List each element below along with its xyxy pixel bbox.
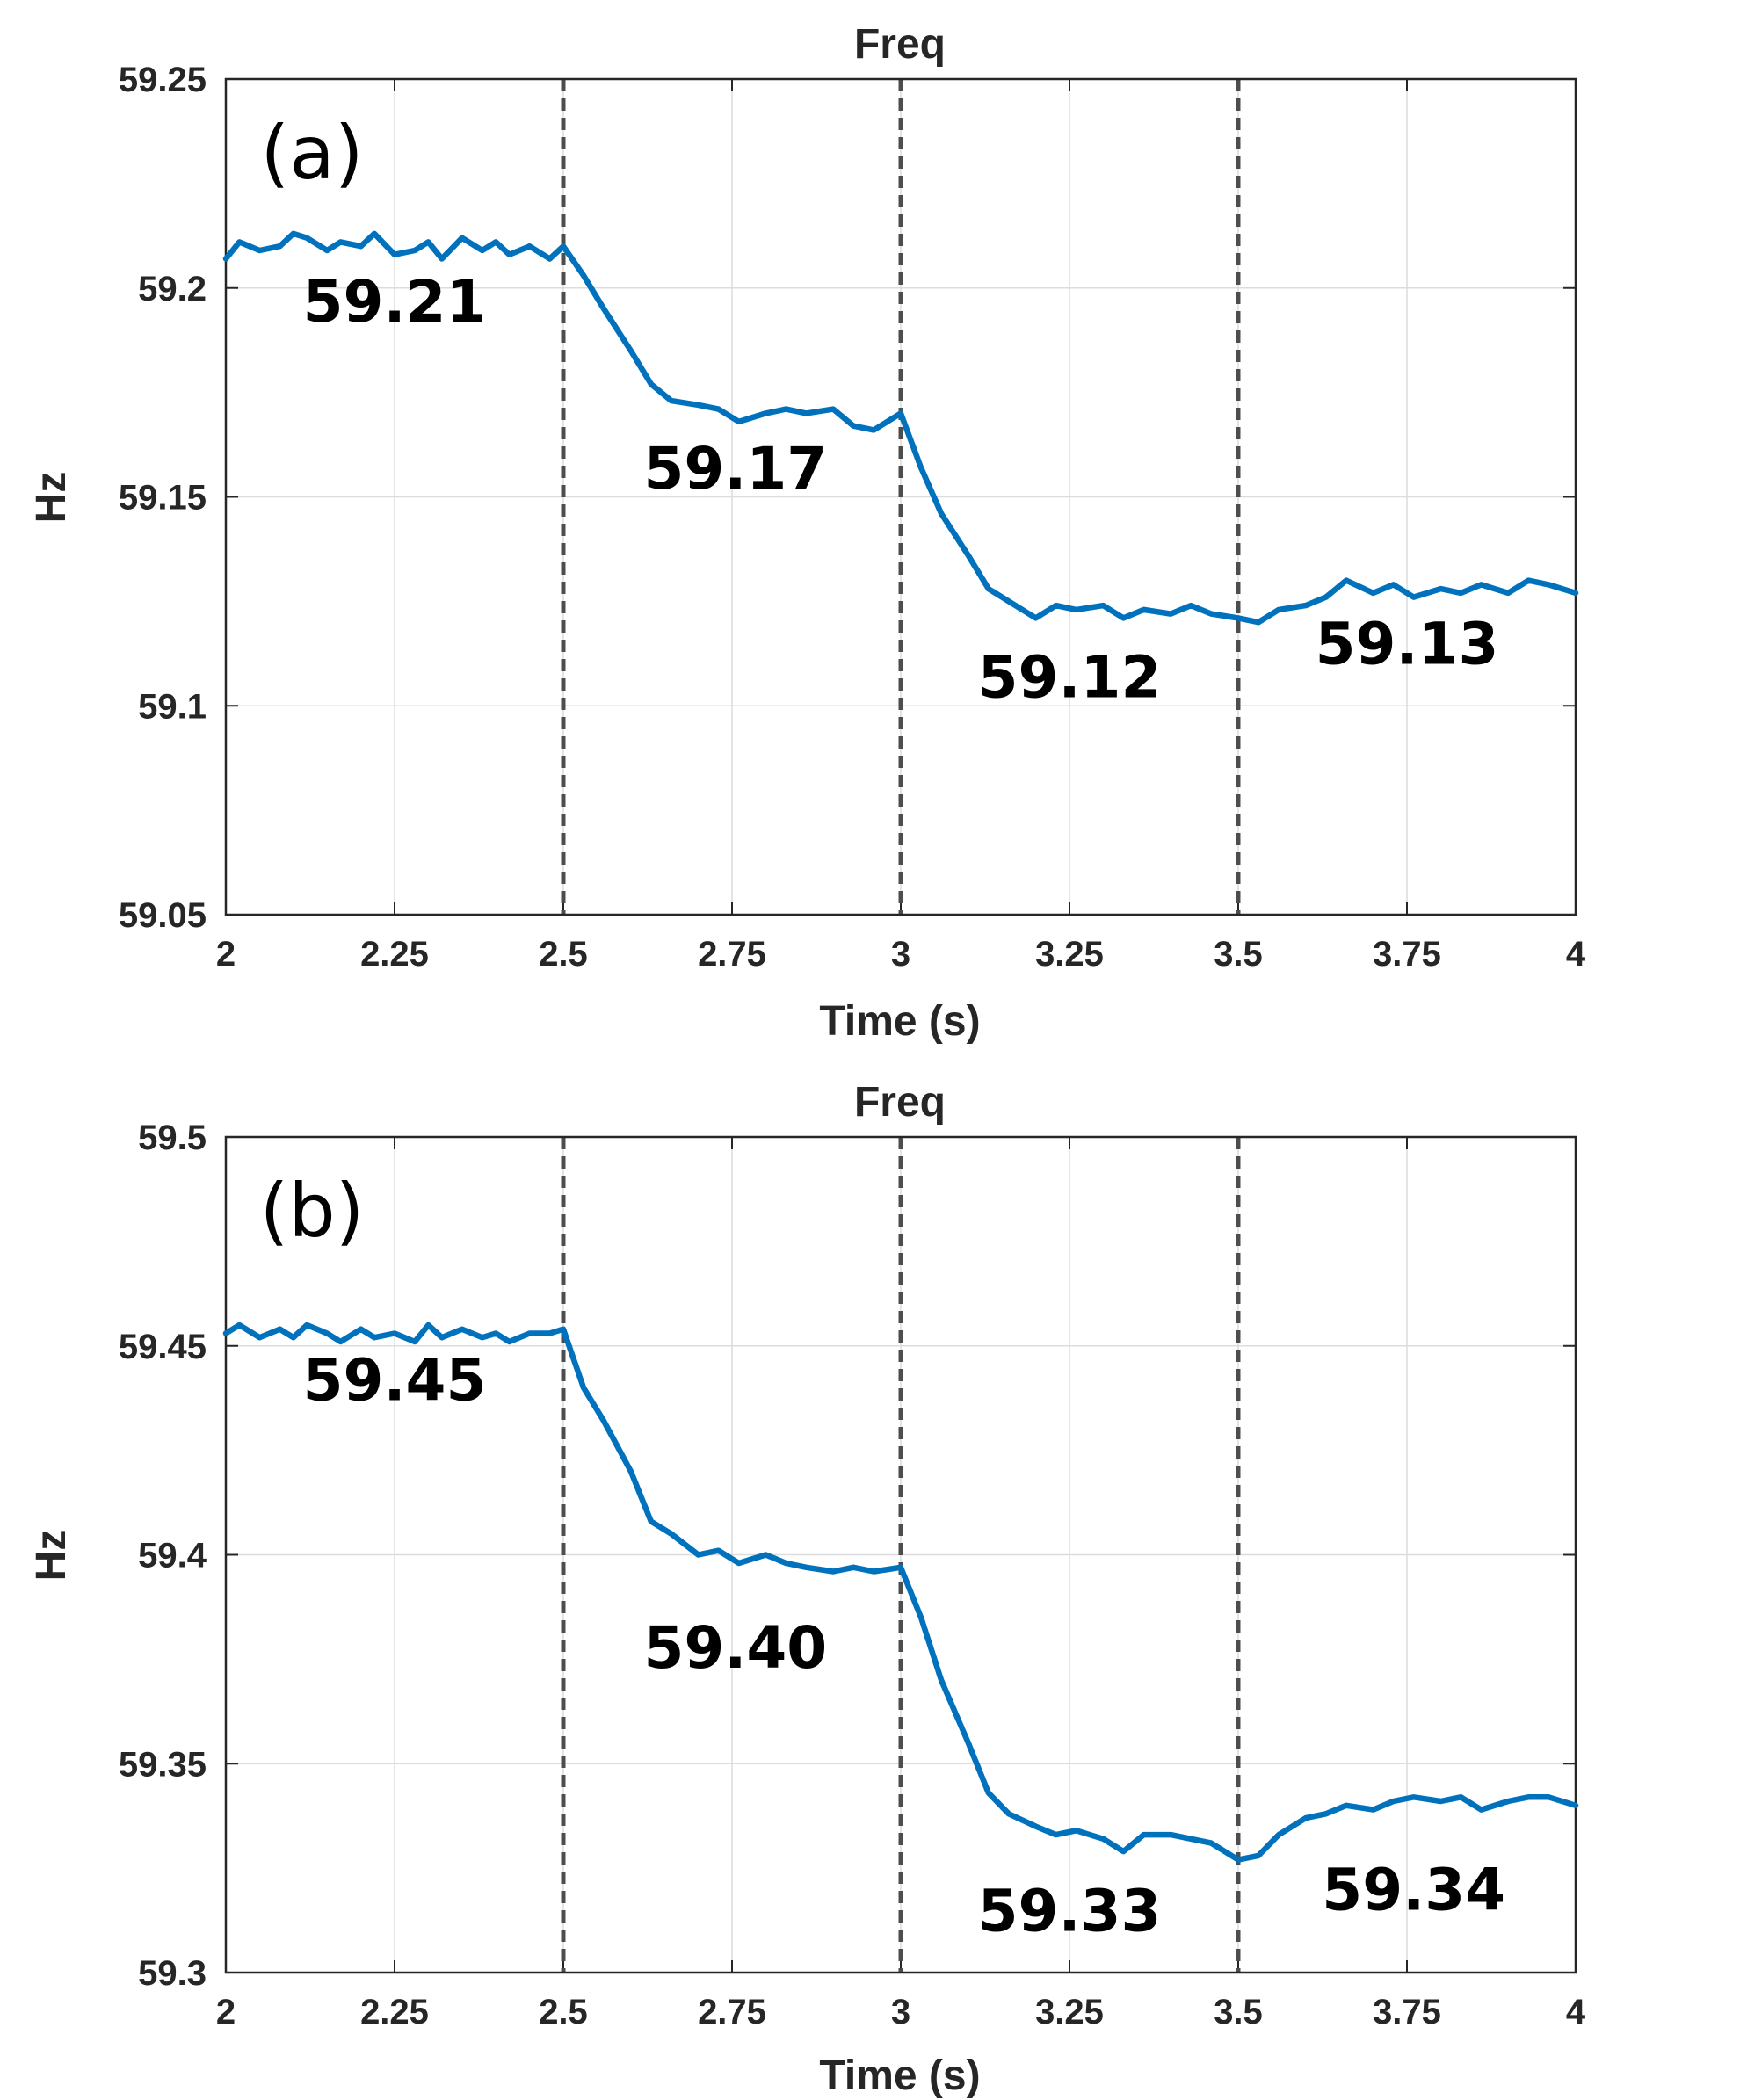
y-tick-label: 59.1 [138,687,207,726]
chart-panel-a: Freq 2 2.25 2.5 2.75 3 3.25 3.5 3.75 4 59.05 59.1… [28,21,1586,1045]
y-tick-label: 59.25 [119,61,207,99]
x-axis-label: Time (s) [819,2053,980,2099]
chart-title: Freq [854,1079,946,1126]
x-tick-label: 2.25 [360,935,429,974]
value-annotation: 59.17 [643,435,827,503]
y-tick-label: 59.3 [138,1954,207,1993]
value-annotation: 59.21 [303,268,487,336]
plot-area-frame [224,1135,1577,1974]
x-tick-label: 4 [1566,935,1586,974]
x-tick-label: 3.25 [1035,1993,1104,2031]
x-tick-label: 3.5 [1214,1993,1263,2031]
vertical-markers [561,79,1241,915]
chart-title: Freq [854,21,946,68]
x-tick-label: 2.75 [698,935,766,974]
y-tick-label: 59.5 [138,1119,207,1157]
y-tick-labels: 59.3 59.35 59.4 59.45 59.5 [119,1119,207,1993]
value-annotation: 59.40 [643,1614,827,1682]
x-tick-label: 2.75 [698,1993,766,2031]
x-tick-label: 2.5 [539,935,588,974]
y-tick-label: 59.15 [119,479,207,518]
chart-panel-b: Freq 2 2.25 2.5 2.75 3 3.25 3.5 3.75 4 59.3 59.35… [28,1079,1586,2099]
value-annotation: 59.34 [1322,1857,1505,1924]
x-tick-label: 3.25 [1035,935,1104,974]
x-tick-label: 3.5 [1214,935,1263,974]
value-annotations: 59.45 59.40 59.33 59.34 [303,1347,1505,1945]
x-tick-label: 2.5 [539,1993,588,2031]
y-tick-labels: 59.05 59.1 59.15 59.2 59.25 [119,61,207,935]
x-axis-label: Time (s) [819,998,980,1045]
x-tick-label: 3 [891,1993,910,2031]
y-tick-label: 59.05 [119,896,207,935]
x-tick-labels: 2 2.25 2.5 2.75 3 3.25 3.5 3.75 4 [216,935,1586,974]
x-tick-label: 4 [1566,1993,1586,2031]
x-tick-label: 3.75 [1373,935,1441,974]
x-tick-label: 3 [891,935,910,974]
x-tick-label: 3.75 [1373,1993,1441,2031]
value-annotation: 59.45 [303,1347,487,1415]
y-tick-label: 59.2 [138,270,207,308]
series-line [222,1322,1579,1863]
panel-label: (a) [260,110,363,196]
series-lines [222,230,1579,626]
x-tick-label: 2 [216,1993,236,2031]
series-line [222,230,1579,626]
y-axis-label: Hz [28,472,75,524]
series-lines [222,1322,1579,1863]
value-annotations: 59.21 59.17 59.12 59.13 [303,268,1499,712]
y-tick-label: 59.35 [119,1745,207,1784]
vertical-markers [561,1137,1241,1973]
y-tick-label: 59.4 [138,1537,207,1575]
x-tick-label: 2 [216,935,236,974]
value-annotation: 59.12 [978,644,1162,712]
value-annotation: 59.13 [1316,611,1499,678]
x-tick-labels: 2 2.25 2.5 2.75 3 3.25 3.5 3.75 4 [216,1993,1586,2031]
panel-label: (b) [260,1168,365,1254]
y-axis-label: Hz [28,1530,75,1582]
value-annotation: 59.33 [978,1877,1162,1944]
x-tick-label: 2.25 [360,1993,429,2031]
plot-area-frame [224,77,1577,916]
y-tick-label: 59.45 [119,1328,207,1366]
